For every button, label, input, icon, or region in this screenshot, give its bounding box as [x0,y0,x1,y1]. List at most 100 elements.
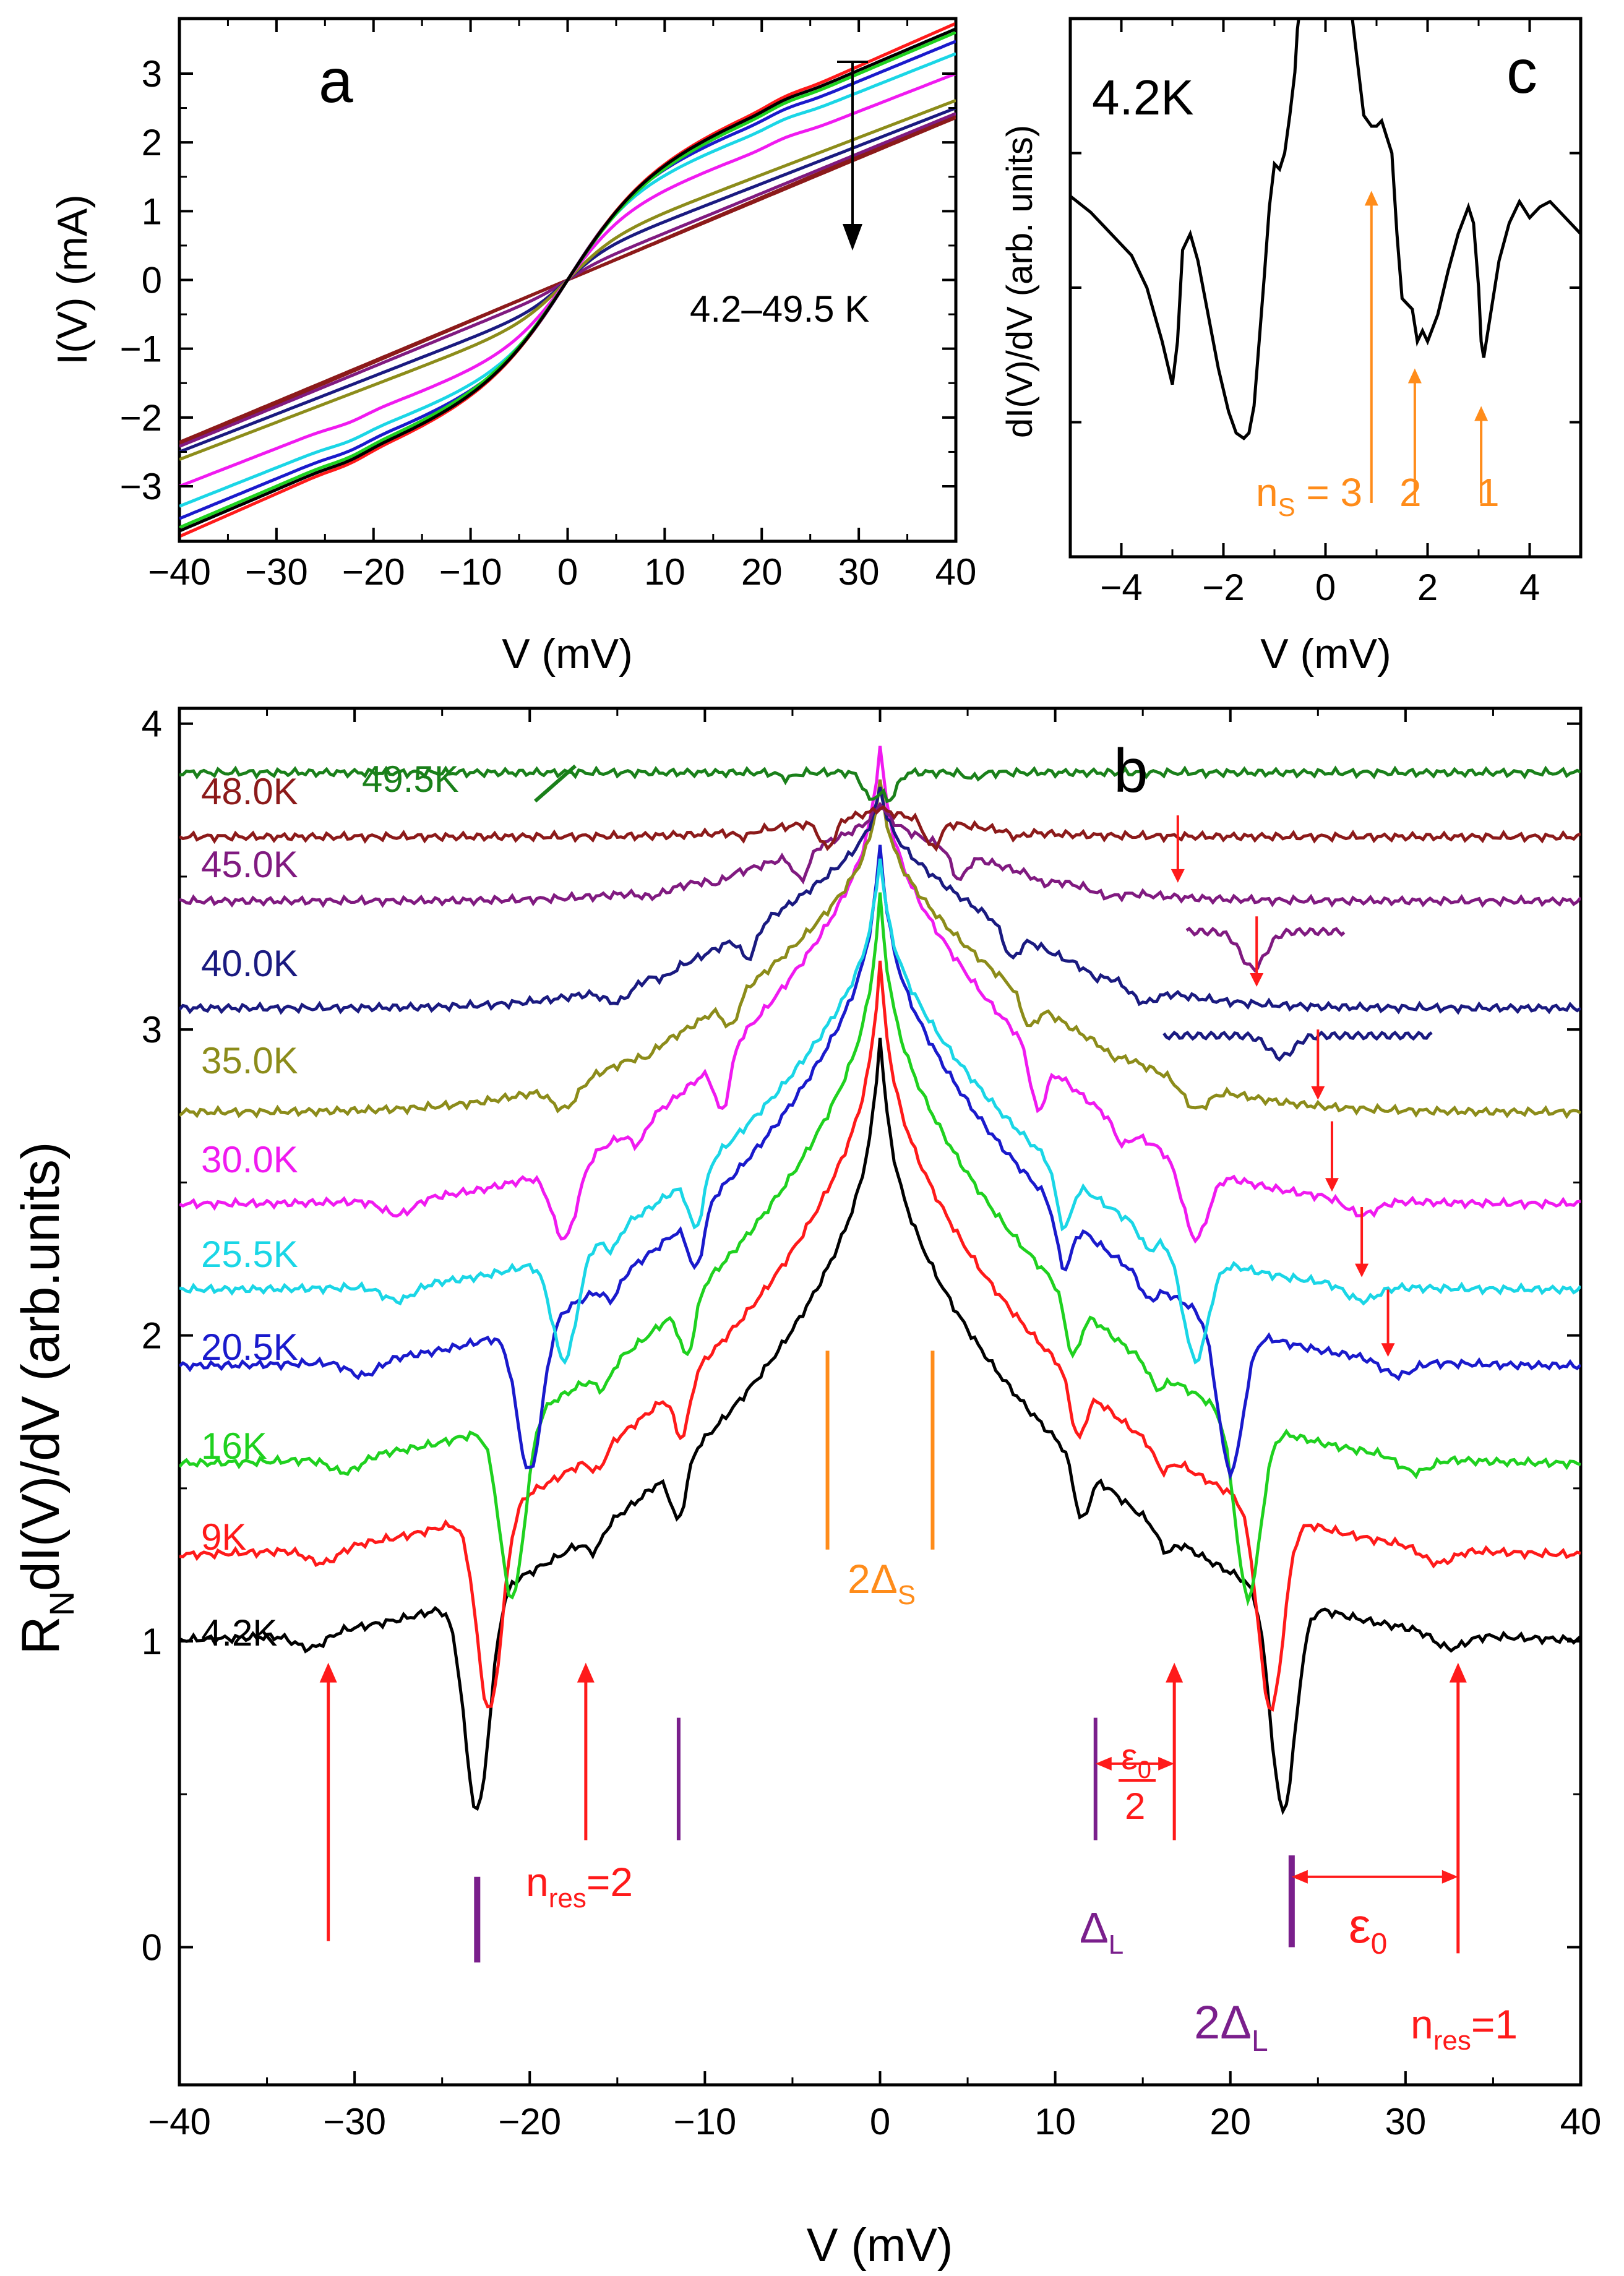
small-red-arrowhead-3 [1325,1178,1339,1192]
x-tick-label: −40 [148,2101,211,2142]
nres2-n: n [526,1859,549,1905]
ylabel-N: N [42,1591,81,1616]
dIdV-curve-45.0K [179,801,1581,908]
label-30K: 30.0K [201,1139,298,1180]
x-tick-label: 10 [1034,2101,1076,2142]
label-eps-half-num: ε0 [1121,1736,1151,1784]
double-arrowhead-right-0 [1158,1756,1175,1771]
dIdV-curve-4.2K [179,1037,1581,1816]
panel-c-temperature: 4.2K [1092,70,1194,125]
ns-arrowhead-2 [1407,368,1422,384]
ylabel-rest: dI(V)/dV (arb.units) [11,1141,71,1591]
ns-eq: = 3 [1295,470,1363,515]
panel-b-xlabel: V (mV) [807,2219,953,2272]
double-arrowhead-right-1 [1441,1870,1458,1884]
panel-a-series-group [179,22,956,538]
small-red-arrowhead-2 [1311,1086,1325,1100]
nres1-sub: res [1433,2025,1471,2056]
panel-a-temp-range: 4.2–49.5 K [690,288,869,330]
delta-l-main: Δ [1080,1904,1109,1952]
dIdV-curve-35.0K [179,779,1581,1119]
dIdV-curve-9K [179,960,1581,1712]
x-tick-label: −20 [498,2101,561,2142]
label-35K: 35.0K [201,1040,298,1081]
y-tick-label: 1 [142,1621,162,1662]
dIdV-curve-16K [179,892,1581,1607]
panel-b-letter: b [1114,736,1148,805]
double-arrowhead-left-0 [1095,1756,1112,1771]
label-nres-2: nres=2 [526,1859,633,1913]
dIdV-curve-48.0K [179,805,1581,852]
label-40K: 40.0K [201,943,298,984]
dIdV-curve-30.0K [179,745,1581,1244]
x-tick-label: −20 [342,551,405,593]
label-48K: 48.0K [201,771,298,812]
panel-c-xlabel: V (mV) [1260,630,1391,677]
panel-b-series-group [179,745,1581,1816]
panel-a-temp-arrow-head [843,224,862,251]
y-tick-label: −3 [120,466,162,507]
eps-half-sub: 0 [1138,1756,1151,1784]
ns-n: n [1256,470,1278,515]
x-tick-label: 30 [838,551,880,593]
x-tick-label: −30 [245,551,308,593]
iv-curve-4.2K [179,27,956,533]
2delta-l-main: 2Δ [1194,1996,1252,2049]
label-eps-half-den: 2 [1125,1785,1145,1827]
x-tick-label: 20 [1209,2101,1251,2142]
x-tick-label: 4 [1519,567,1540,608]
label-45K: 45.0K [201,844,298,885]
inset-curve-0 [1185,926,1346,973]
ns-arrowhead-1 [1474,406,1489,421]
eps-half-main: ε [1121,1736,1138,1777]
panel-c-ns-1: 1 [1477,470,1500,515]
panel-b-marks [319,815,1467,1963]
x-tick-label: −2 [1202,567,1244,608]
x-tick-label: −10 [439,551,502,593]
panel-b-ylabel: RNdI(V)/dV (arb.units) [11,1141,81,1654]
x-tick-label: 40 [935,551,977,593]
label-20-5K: 20.5K [201,1326,298,1368]
panel-c-dIdV-curve [1070,19,1581,440]
double-arrowhead-left-1 [1291,1870,1308,1884]
y-tick-label: 2 [142,1315,162,1357]
small-red-arrowhead-4 [1355,1263,1369,1278]
label-9K: 9K [201,1516,246,1558]
y-tick-label: 2 [142,122,162,163]
panel-a-letter: a [319,46,353,116]
inset-curve-1 [1162,1030,1433,1062]
small-red-arrowhead-5 [1381,1343,1395,1357]
label-2delta-s: 2ΔS [848,1556,916,1610]
delta-l-sub: L [1109,1930,1123,1960]
ns-sub: S [1278,492,1295,522]
label-epsilon0: ε0 [1349,1898,1387,1960]
small-red-arrowhead-1 [1250,973,1264,987]
eps-sub: 0 [1371,1928,1388,1960]
label-16K: 16K [201,1425,267,1467]
dIdV-curve-40.0K [179,786,1581,1015]
y-tick-label: 1 [142,191,162,232]
dIdV-curve-20.5K [179,844,1581,1481]
panel-a-xlabel: V (mV) [502,630,633,677]
small-red-arrowhead-0 [1171,869,1185,883]
y-tick-label: 0 [142,1927,162,1969]
x-tick-label: 20 [741,551,783,593]
label-2delta-s-sub: S [898,1580,916,1610]
label-25-5K: 25.5K [201,1234,298,1275]
label-nres-1: nres=1 [1411,2001,1518,2056]
label-2delta-s-main: 2Δ [848,1556,898,1602]
nres1-eq: =1 [1471,2001,1518,2047]
panel-c-ns-2: 2 [1399,470,1422,515]
label-49-5K-pointer [534,764,577,803]
panel-a-ylabel: I(V) (mA) [49,194,96,365]
dIdV-curve-49.5K [179,765,1581,804]
resonance-arrowhead-1 [577,1662,595,1683]
panel-c-arrows [1364,191,1489,503]
resonance-arrowhead-3 [1449,1662,1467,1683]
eps-main: ε [1349,1898,1371,1953]
